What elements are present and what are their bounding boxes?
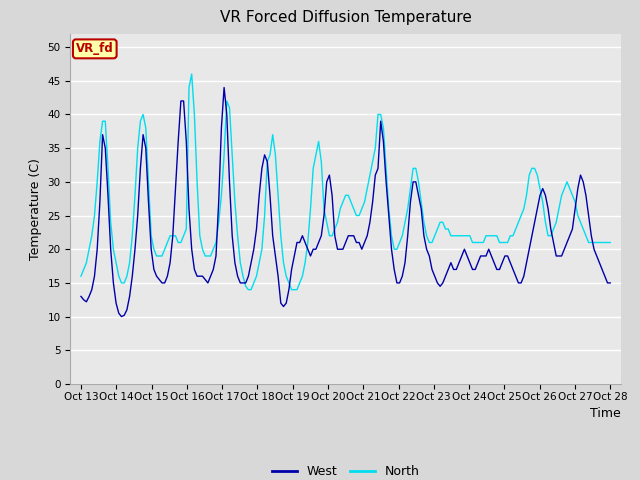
Legend: West, North: West, North	[266, 460, 425, 480]
Text: VR_fd: VR_fd	[76, 42, 114, 55]
Y-axis label: Temperature (C): Temperature (C)	[29, 158, 42, 260]
Title: VR Forced Diffusion Temperature: VR Forced Diffusion Temperature	[220, 11, 472, 25]
X-axis label: Time: Time	[590, 407, 621, 420]
